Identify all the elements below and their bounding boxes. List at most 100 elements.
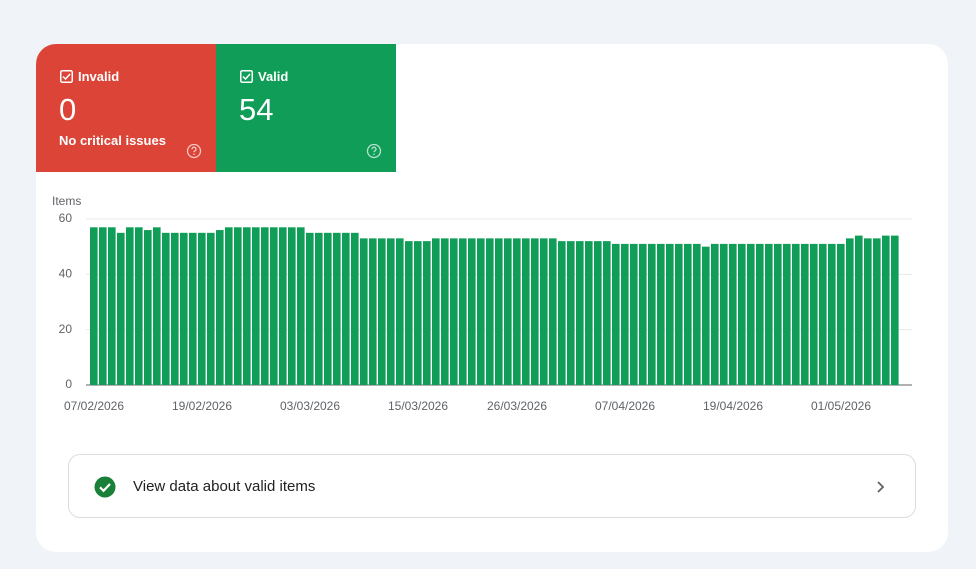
- bar: [405, 241, 413, 385]
- bar: [378, 238, 386, 385]
- bar: [675, 243, 683, 385]
- bar: [468, 238, 476, 385]
- bar: [882, 235, 890, 385]
- bar: [351, 232, 359, 385]
- bar: [639, 243, 647, 385]
- bar: [459, 238, 467, 385]
- bar: [108, 227, 116, 385]
- bar: [243, 227, 251, 385]
- bar: [441, 238, 449, 385]
- bar: [558, 241, 566, 385]
- bar: [252, 227, 260, 385]
- bar: [603, 241, 611, 385]
- y-tick-label: 40: [59, 267, 73, 281]
- link-text: View data about valid items: [133, 478, 316, 495]
- bar: [774, 243, 782, 385]
- bar: [801, 243, 809, 385]
- bar: [495, 238, 503, 385]
- bar: [414, 241, 422, 385]
- checkbox: [60, 70, 73, 83]
- label-text: Valid: [258, 69, 289, 84]
- bar: [666, 243, 674, 385]
- x-tick-label: 26/03/2026: [487, 399, 547, 413]
- bar: [342, 232, 350, 385]
- bar: [171, 232, 179, 385]
- valid-label: Valid: [240, 69, 288, 84]
- bar: [549, 238, 557, 385]
- bar: [234, 227, 242, 385]
- check-icon: [94, 476, 116, 498]
- bar: [486, 238, 494, 385]
- bar: [531, 238, 539, 385]
- bar: [621, 243, 629, 385]
- x-tick-label: 07/02/2026: [64, 399, 124, 413]
- bar: [792, 243, 800, 385]
- bar: [756, 243, 764, 385]
- bar: [396, 238, 404, 385]
- bar: [810, 243, 818, 385]
- bar: [612, 243, 620, 385]
- bar: [837, 243, 845, 385]
- y-axis-title: Items: [52, 194, 81, 208]
- invalid-tile[interactable]: Invalid 0 No critical issues: [36, 44, 216, 172]
- bar: [855, 235, 863, 385]
- bar: [135, 227, 143, 385]
- bar: [315, 232, 323, 385]
- bar: [450, 238, 458, 385]
- bar: [477, 238, 485, 385]
- bar: [504, 238, 512, 385]
- bar: [522, 238, 530, 385]
- bar: [324, 232, 332, 385]
- bar: [864, 238, 872, 385]
- chevron-icon: [877, 481, 885, 493]
- bar: [180, 232, 188, 385]
- bar: [594, 241, 602, 385]
- bar: [117, 232, 125, 385]
- bar: [216, 230, 224, 385]
- help-icon[interactable]: [366, 143, 382, 159]
- bar: [270, 227, 278, 385]
- valid-items-link[interactable]: View data about valid items: [68, 454, 916, 518]
- bar: [513, 238, 521, 385]
- bar: [198, 232, 206, 385]
- valid-tile[interactable]: Valid 54: [216, 44, 396, 172]
- y-tick-label: 0: [65, 377, 72, 391]
- bar: [288, 227, 296, 385]
- bar: [873, 238, 881, 385]
- bar: [567, 241, 575, 385]
- x-tick-label: 19/04/2026: [703, 399, 763, 413]
- bar: [297, 227, 305, 385]
- bar: [162, 232, 170, 385]
- bar: [369, 238, 377, 385]
- bar: [720, 243, 728, 385]
- bar: [126, 227, 134, 385]
- bar: [99, 227, 107, 385]
- bar: [747, 243, 755, 385]
- bar: [576, 241, 584, 385]
- bar: [693, 243, 701, 385]
- bar: [432, 238, 440, 385]
- checkbox: [240, 70, 253, 83]
- bar: [657, 243, 665, 385]
- y-tick-label: 20: [59, 322, 73, 336]
- help-icon[interactable]: [186, 143, 202, 159]
- bar: [90, 227, 98, 385]
- chart: Items 0 20 40 60 07/02/2026 19/02/2026 03/03/2…: [52, 194, 912, 413]
- bar: [333, 232, 341, 385]
- bar: [144, 230, 152, 385]
- x-tick-label: 03/03/2026: [280, 399, 340, 413]
- y-tick-label: 60: [59, 211, 73, 225]
- bar: [630, 243, 638, 385]
- bar: [765, 243, 773, 385]
- bar: [828, 243, 836, 385]
- bar: [891, 235, 899, 385]
- bar: [306, 232, 314, 385]
- bar: [207, 232, 215, 385]
- x-tick-label: 01/05/2026: [811, 399, 871, 413]
- bar: [360, 238, 368, 385]
- x-tick-label: 07/04/2026: [595, 399, 655, 413]
- invalid-note: No critical issues: [59, 133, 166, 148]
- invalid-label: Invalid: [60, 69, 119, 84]
- label-text: Invalid: [78, 69, 120, 84]
